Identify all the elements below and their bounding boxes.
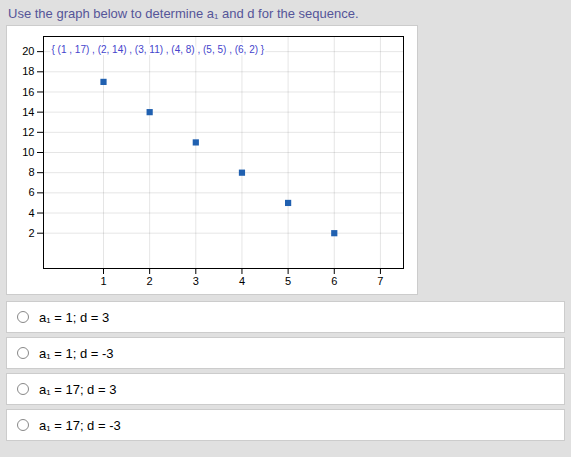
svg-text:4: 4 (239, 275, 245, 287)
svg-text:2: 2 (147, 275, 153, 287)
svg-text:16: 16 (22, 85, 34, 97)
svg-text:{ (1 , 17) , (2, 14) , (3, 11): { (1 , 17) , (2, 14) , (3, 11) , (4, 8) … (52, 44, 265, 55)
svg-text:12: 12 (22, 126, 34, 138)
html-text:a₁ = 17; d = 3: a₁ = 17; d = 3 (39, 381, 117, 397)
svg-text:18: 18 (22, 65, 34, 77)
svg-text:6: 6 (331, 275, 337, 287)
html-text:Use the graph below to determi: Use the graph below to determine a₁ and … (8, 6, 359, 21)
html-text:a₁ = 1; d = -3: a₁ = 1; d = -3 (39, 345, 114, 361)
svg-text:14: 14 (22, 106, 34, 118)
svg-text:5: 5 (285, 275, 291, 287)
html-text:a₁ = 17; d = -3: a₁ = 17; d = -3 (39, 417, 121, 433)
svg-text:1: 1 (100, 275, 106, 287)
svg-text:7: 7 (377, 275, 383, 287)
svg-text:20: 20 (22, 45, 34, 57)
svg-text:4: 4 (28, 207, 34, 219)
svg-text:10: 10 (22, 146, 34, 158)
html-text:a₁ = 1; d = 3: a₁ = 1; d = 3 (39, 309, 110, 325)
svg-text:8: 8 (28, 166, 34, 178)
svg-text:6: 6 (28, 186, 34, 198)
svg-text:3: 3 (193, 275, 199, 287)
svg-text:2: 2 (28, 227, 34, 239)
